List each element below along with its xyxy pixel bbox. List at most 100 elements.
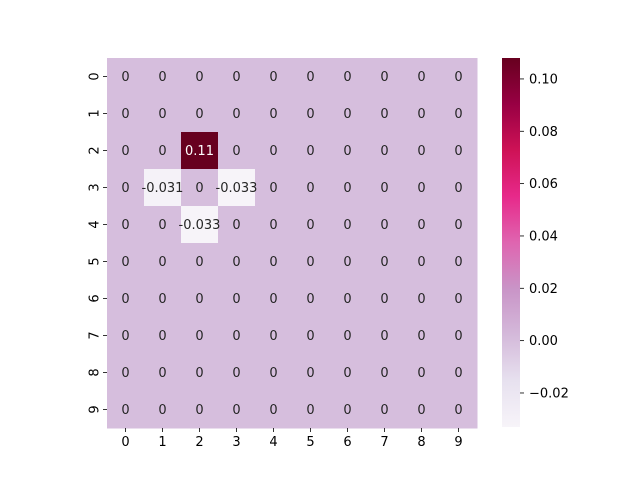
cell-value-label: 0 [232, 255, 240, 270]
cell-value-label: 0 [232, 107, 240, 122]
colorbar-tick-label: 0.04 [529, 229, 558, 244]
heatmap-cell [329, 354, 367, 392]
heatmap-cell [218, 391, 256, 429]
colorbar-axis: −0.02 0.00 0.02 0.04 0.06 0.08 0.10 [520, 72, 569, 401]
cell-value-label: 0 [417, 218, 425, 233]
cell-value-label: 0 [343, 70, 351, 85]
cell-value-label: -0.033 [179, 218, 221, 233]
cell-value-label: 0 [195, 70, 203, 85]
colorbar-tick-label: 0.00 [529, 334, 558, 349]
cell-value-label: 0 [417, 329, 425, 344]
heatmap-cell [366, 243, 404, 281]
heatmap-cell [292, 169, 330, 207]
heatmap-cell [255, 58, 293, 96]
heatmap-cell [181, 95, 219, 133]
cell-value-label: 0 [195, 329, 203, 344]
heatmap-cell [255, 206, 293, 244]
y-tick-label: 2 [88, 146, 103, 154]
cell-value-label: 0 [306, 292, 314, 307]
cell-value-label: 0 [195, 292, 203, 307]
x-tick-label: 7 [380, 435, 388, 450]
colorbar-tick-label: 0.08 [529, 125, 558, 140]
cell-value-label: 0 [269, 292, 277, 307]
cell-value-label: 0 [121, 107, 129, 122]
colorbar-tick-label: 0.06 [529, 177, 558, 192]
cell-value-label: 0 [121, 218, 129, 233]
heatmap-cell [144, 391, 182, 429]
cell-value-label: 0 [158, 329, 166, 344]
heatmap-cell [107, 354, 145, 392]
heatmap-cell [440, 206, 478, 244]
heatmap-cells [107, 58, 478, 429]
heatmap-cell [218, 95, 256, 133]
heatmap-cell [366, 95, 404, 133]
heatmap-cell [403, 95, 441, 133]
y-tick-label: 7 [88, 331, 103, 339]
heatmap-cell-labels: 0 0 0 0 0 0 0 0 0 0 0 0 0 0 0 0 0 0 0 0 0 0 0.11 0 0 0 0 0 0 0 0 -0.031… [121, 70, 462, 418]
cell-value-label: 0 [269, 218, 277, 233]
y-tick-label: 4 [88, 220, 103, 228]
cell-value-label: 0 [158, 366, 166, 381]
heatmap-cell [144, 132, 182, 170]
cell-value-label: 0 [121, 403, 129, 418]
cell-value-label: 0 [417, 70, 425, 85]
colorbar-tick-label: −0.02 [529, 386, 569, 401]
heatmap-cell [218, 206, 256, 244]
cell-value-label: 0 [454, 218, 462, 233]
cell-value-label: -0.033 [216, 181, 258, 196]
heatmap-cell [181, 206, 219, 244]
heatmap-cell [107, 317, 145, 355]
x-axis: 0 1 2 3 4 5 6 7 8 9 [121, 428, 463, 450]
cell-value-label: 0 [158, 218, 166, 233]
heatmap-cell [403, 169, 441, 207]
heatmap-cell [403, 132, 441, 170]
heatmap-cell [255, 169, 293, 207]
heatmap-cell [440, 354, 478, 392]
cell-value-label: 0 [454, 366, 462, 381]
cell-value-label: 0 [306, 329, 314, 344]
x-tick-label: 1 [158, 435, 166, 450]
cell-value-label: 0 [269, 107, 277, 122]
x-tick-label: 3 [232, 435, 240, 450]
cell-value-label: 0 [380, 403, 388, 418]
heatmap-cell [218, 317, 256, 355]
heatmap-cell [366, 317, 404, 355]
heatmap-cell [292, 317, 330, 355]
cell-value-label: 0 [306, 366, 314, 381]
y-tick-label: 3 [88, 183, 103, 191]
heatmap-cell [366, 169, 404, 207]
cell-value-label: 0 [380, 144, 388, 159]
x-tick-label: 2 [195, 435, 203, 450]
heatmap-cell [107, 243, 145, 281]
heatmap-cell [292, 132, 330, 170]
colorbar [502, 58, 520, 427]
cell-value-label: 0 [269, 181, 277, 196]
x-tick-label: 6 [343, 435, 351, 450]
heatmap-cell [292, 95, 330, 133]
heatmap-cell [366, 206, 404, 244]
heatmap-cell [292, 280, 330, 318]
cell-value-label: 0 [121, 144, 129, 159]
x-tick-label: 4 [269, 435, 277, 450]
heatmap-cell [403, 243, 441, 281]
cell-value-label: 0 [232, 329, 240, 344]
heatmap-cell [255, 391, 293, 429]
heatmap-cell [329, 169, 367, 207]
cell-value-label: 0 [269, 70, 277, 85]
heatmap-cell [403, 317, 441, 355]
cell-value-label: 0 [343, 255, 351, 270]
cell-value-label: 0 [158, 70, 166, 85]
cell-value-label: 0 [269, 255, 277, 270]
heatmap-cell [218, 58, 256, 96]
cell-value-label: 0 [343, 366, 351, 381]
cell-value-label: 0 [195, 107, 203, 122]
heatmap-cell [440, 243, 478, 281]
heatmap-cell [218, 169, 256, 207]
cell-value-label: 0 [121, 292, 129, 307]
heatmap-cell [144, 206, 182, 244]
cell-value-label: 0 [269, 403, 277, 418]
cell-value-label: 0 [417, 144, 425, 159]
cell-value-label: 0 [195, 255, 203, 270]
heatmap-cell [366, 391, 404, 429]
